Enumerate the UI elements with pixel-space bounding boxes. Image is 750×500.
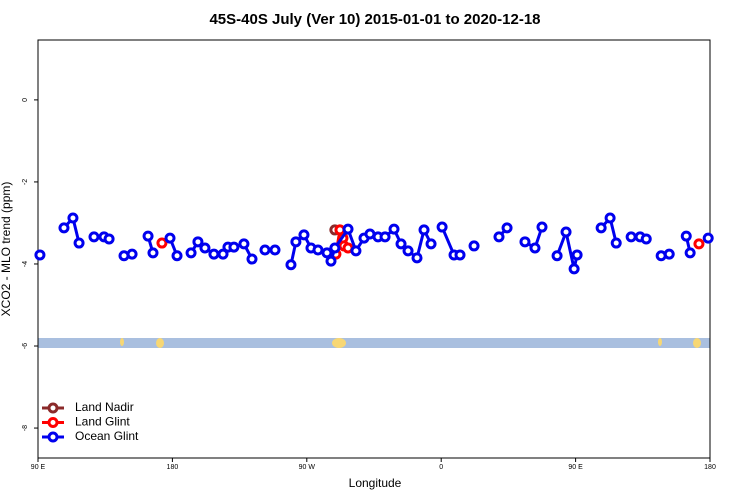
- data-point: [185, 247, 197, 259]
- land-patch: [156, 338, 164, 348]
- x-tick-label: 0: [439, 464, 443, 471]
- data-point: [329, 242, 341, 254]
- y-tick-label: -2: [22, 179, 29, 185]
- x-tick-label: 90 E: [568, 464, 583, 471]
- legend-label: Land Nadir: [75, 400, 134, 414]
- data-point: [551, 250, 563, 262]
- data-point: [73, 237, 85, 249]
- data-point: [663, 248, 675, 260]
- x-tick-label: 180: [704, 464, 716, 471]
- land-patch: [120, 338, 124, 346]
- series-line: [555, 226, 579, 270]
- legend-marker: [47, 431, 59, 443]
- land-patch: [332, 338, 346, 348]
- data-point: [568, 263, 580, 275]
- plot-frame: [37, 39, 711, 459]
- data-point: [702, 232, 714, 244]
- data-point: [418, 224, 430, 236]
- ocean-strip: [38, 338, 710, 348]
- data-point: [126, 248, 138, 260]
- data-point: [493, 231, 505, 243]
- land-patch: [693, 338, 701, 348]
- y-tick-label: -6: [22, 343, 29, 349]
- data-point: [468, 240, 480, 252]
- data-point: [321, 247, 333, 259]
- data-point: [454, 249, 466, 261]
- data-point: [325, 255, 337, 267]
- data-point: [228, 241, 240, 253]
- data-point: [171, 250, 183, 262]
- y-tick-label: -8: [22, 425, 29, 431]
- data-point: [199, 242, 211, 254]
- data-point: [610, 237, 622, 249]
- data-point: [388, 223, 400, 235]
- data-point: [595, 222, 607, 234]
- data-point: [217, 248, 229, 260]
- data-point: [238, 238, 250, 250]
- y-tick-label: 0: [22, 98, 29, 102]
- data-point: [147, 247, 159, 259]
- data-point: [208, 248, 220, 260]
- data-point: [684, 247, 696, 259]
- land-patch: [658, 338, 662, 346]
- x-tick-label: 90 W: [299, 464, 316, 471]
- data-point: [285, 259, 297, 271]
- data-point: [604, 212, 616, 224]
- data-point: [88, 231, 100, 243]
- data-point: [192, 236, 204, 248]
- legend-marker: [47, 417, 59, 428]
- legend-label: Land Glint: [75, 415, 130, 429]
- land-mask-strip: [38, 338, 710, 348]
- data-point: [259, 244, 271, 256]
- data-point: [269, 244, 281, 256]
- x-tick-label: 180: [167, 464, 179, 471]
- data-point: [625, 231, 637, 243]
- data-point: [58, 222, 70, 234]
- data-point: [164, 232, 176, 244]
- data-point: [156, 237, 168, 249]
- data-point: [402, 245, 414, 257]
- y-axis-label: XCO2 - MLO trend (ppm): [0, 182, 13, 317]
- chart-title: 45S-40S July (Ver 10) 2015-01-01 to 2020…: [209, 11, 540, 28]
- data-point: [693, 238, 705, 250]
- legend-label: Ocean Glint: [75, 429, 139, 443]
- data-point: [312, 244, 324, 256]
- x-tick-label: 90 E: [31, 464, 46, 471]
- data-point: [142, 230, 154, 242]
- data-point: [67, 212, 79, 224]
- data-point: [379, 231, 391, 243]
- data-point: [246, 253, 258, 265]
- legend-marker: [47, 402, 59, 414]
- data-point: [395, 238, 407, 250]
- data-point: [519, 236, 531, 248]
- data-point: [560, 226, 572, 238]
- data-point: [350, 245, 362, 257]
- data-point: [571, 249, 583, 261]
- data-point: [501, 222, 513, 234]
- data-point: [425, 238, 437, 250]
- x-axis-label: Longitude: [349, 476, 402, 490]
- data-point: [290, 236, 302, 248]
- y-tick-label: -4: [22, 261, 29, 267]
- data-point: [680, 230, 692, 242]
- data-point: [342, 223, 354, 235]
- data-point: [34, 249, 46, 261]
- data-point: [536, 221, 548, 233]
- data-point: [436, 221, 448, 233]
- data-point: [529, 242, 541, 254]
- data-point: [298, 229, 310, 241]
- data-point: [640, 233, 652, 245]
- data-point: [103, 233, 115, 245]
- data-point: [411, 252, 423, 264]
